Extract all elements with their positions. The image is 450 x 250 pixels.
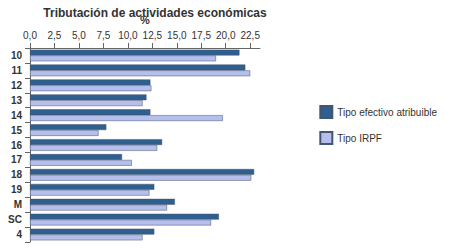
svg-text:11: 11 bbox=[11, 65, 22, 76]
svg-text:Tributación de actividades eco: Tributación de actividades económicas bbox=[43, 6, 267, 20]
svg-text:12: 12 bbox=[11, 80, 23, 91]
svg-text:10: 10 bbox=[11, 50, 23, 61]
svg-text:4: 4 bbox=[16, 229, 22, 240]
svg-text:16: 16 bbox=[11, 140, 23, 151]
svg-text:0,0: 0,0 bbox=[23, 30, 37, 41]
svg-text:20,0: 20,0 bbox=[216, 30, 236, 41]
svg-text:15: 15 bbox=[11, 125, 23, 136]
svg-text:10,0: 10,0 bbox=[118, 30, 138, 41]
svg-text:Tipo efectivo atribuible: Tipo efectivo atribuible bbox=[337, 107, 437, 118]
svg-text:7,5: 7,5 bbox=[96, 30, 110, 41]
svg-text:15,0: 15,0 bbox=[167, 30, 187, 41]
svg-text:17,5: 17,5 bbox=[192, 30, 212, 41]
svg-text:M: M bbox=[14, 199, 22, 210]
svg-text:18: 18 bbox=[11, 169, 23, 180]
svg-text:22,5: 22,5 bbox=[240, 30, 260, 41]
svg-text:14: 14 bbox=[11, 110, 23, 121]
svg-text:13: 13 bbox=[11, 95, 23, 106]
svg-text:17: 17 bbox=[11, 154, 23, 165]
svg-text:19: 19 bbox=[11, 184, 23, 195]
svg-text:5,0: 5,0 bbox=[72, 30, 86, 41]
svg-text:2,5: 2,5 bbox=[48, 30, 62, 41]
svg-text:12,5: 12,5 bbox=[143, 30, 163, 41]
svg-text:Tipo IRPF: Tipo IRPF bbox=[337, 133, 382, 144]
svg-text:SC: SC bbox=[8, 214, 22, 225]
